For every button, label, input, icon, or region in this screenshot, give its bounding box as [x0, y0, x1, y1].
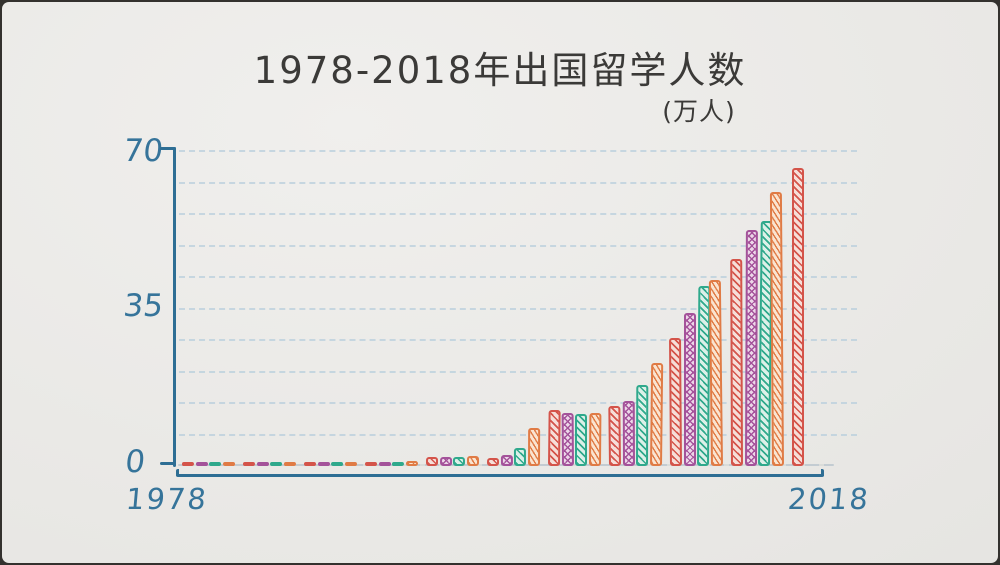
bar-2015 — [745, 229, 758, 467]
bar-1990 — [365, 462, 377, 466]
bar-2013 — [708, 279, 723, 467]
bar-2014 — [730, 258, 743, 467]
x-axis-bracket — [176, 469, 824, 477]
gridline-28 — [179, 339, 857, 341]
bar-1997 — [467, 456, 479, 466]
bar-2004 — [575, 414, 587, 466]
y-axis-line — [173, 147, 176, 467]
bar-1984 — [270, 461, 283, 467]
bar-1999 — [500, 454, 513, 467]
bar-2006 — [608, 405, 621, 467]
bar-1980 — [209, 461, 222, 467]
chart-title: 1978-2018年出国留学人数 — [253, 49, 747, 92]
bar-2002 — [548, 409, 561, 467]
gridline-49 — [179, 244, 857, 247]
bar-2018 — [792, 168, 804, 466]
y-axis-tick-top — [160, 147, 176, 150]
gridline-56 — [179, 213, 857, 215]
bar-2009 — [650, 362, 664, 467]
gridline-7 — [179, 433, 857, 436]
bar-1979 — [195, 461, 208, 467]
y-axis-tick-zero — [160, 462, 176, 465]
bar-2003 — [561, 412, 574, 467]
bar-1986 — [303, 461, 316, 467]
gridline-21 — [179, 370, 857, 373]
gridline-70 — [179, 150, 857, 152]
bar-1993 — [405, 460, 418, 467]
x-tick-label-2018: 2018 — [786, 482, 872, 516]
chart-unit-label: (万人) — [662, 97, 736, 126]
y-tick-label-35: 35 — [121, 288, 165, 324]
gridline-14 — [179, 402, 857, 404]
bar-1991 — [379, 461, 392, 467]
bar-2011 — [684, 313, 696, 466]
y-tick-label-70: 70 — [121, 133, 165, 169]
bar-1994 — [426, 456, 439, 467]
x-tick-label-1978: 1978 — [124, 482, 210, 516]
bar-1995 — [440, 456, 453, 467]
bar-2017 — [769, 191, 784, 467]
y-tick-label-0: 0 — [123, 444, 147, 480]
bar-1987 — [318, 461, 331, 467]
gridline-35 — [179, 307, 857, 310]
bar-1988 — [331, 461, 344, 467]
bar-2005 — [589, 412, 602, 467]
bar-1978 — [181, 461, 194, 467]
bar-2001 — [528, 427, 541, 467]
bar-1989 — [344, 461, 357, 467]
bar-1998 — [487, 457, 500, 467]
gridline-63 — [179, 181, 857, 184]
bar-1982 — [242, 461, 255, 467]
bar-2010 — [669, 337, 682, 467]
bar-1985 — [283, 461, 296, 467]
bar-1983 — [257, 462, 269, 466]
bar-1992 — [391, 461, 404, 467]
bar-2000 — [513, 447, 526, 467]
gridline-42 — [179, 276, 857, 278]
bar-1996 — [452, 456, 465, 467]
bar-2007 — [622, 400, 635, 467]
bar-1981 — [223, 461, 236, 467]
bar-2008 — [636, 384, 649, 467]
